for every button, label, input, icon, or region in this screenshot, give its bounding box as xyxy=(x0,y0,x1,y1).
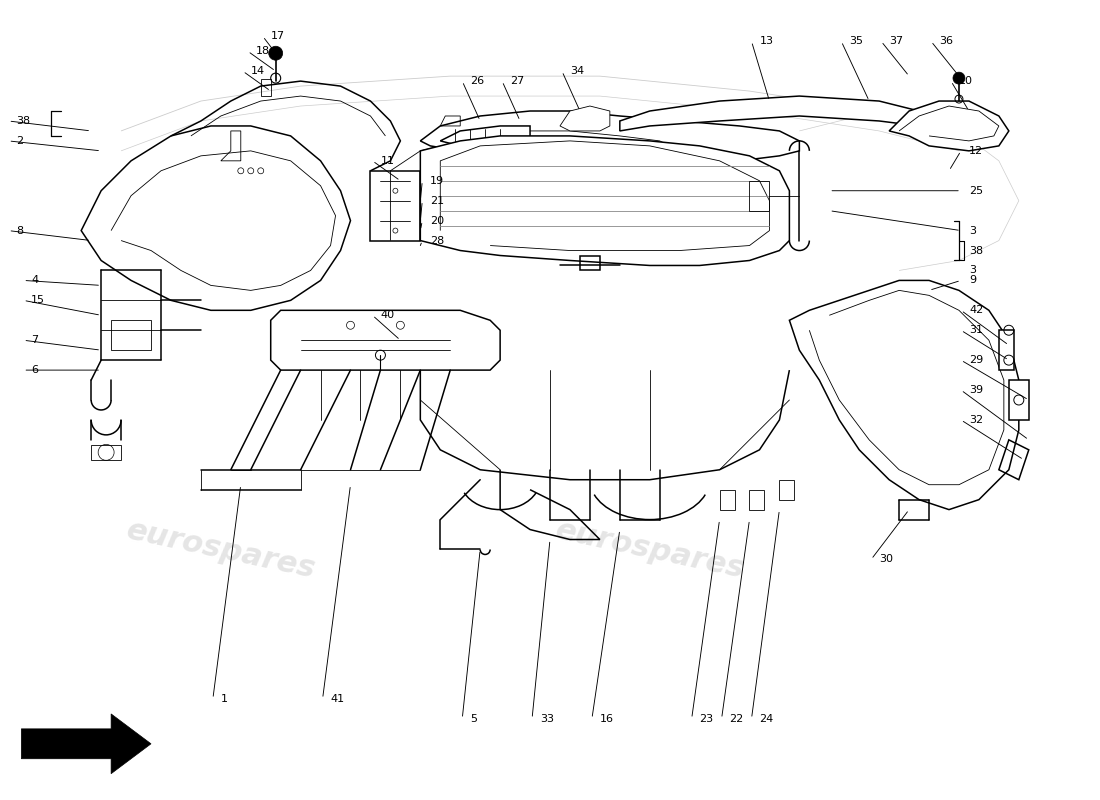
Text: 26: 26 xyxy=(470,76,484,86)
Text: 11: 11 xyxy=(381,156,395,166)
Text: 3: 3 xyxy=(969,226,976,235)
Text: 19: 19 xyxy=(430,176,444,186)
Polygon shape xyxy=(560,106,609,131)
Text: 25: 25 xyxy=(969,186,983,196)
Text: 10: 10 xyxy=(959,76,974,86)
Circle shape xyxy=(268,46,283,60)
Text: 31: 31 xyxy=(969,326,983,335)
Polygon shape xyxy=(21,714,151,774)
Text: 35: 35 xyxy=(849,36,864,46)
Text: eurospares: eurospares xyxy=(123,515,318,584)
Text: 14: 14 xyxy=(251,66,265,76)
Text: 16: 16 xyxy=(600,714,614,724)
Text: 37: 37 xyxy=(889,36,903,46)
Text: 21: 21 xyxy=(430,196,444,206)
Text: 15: 15 xyxy=(31,295,45,306)
Text: 22: 22 xyxy=(729,714,744,724)
Text: 1: 1 xyxy=(221,694,228,704)
Text: 28: 28 xyxy=(430,235,444,246)
Text: 9: 9 xyxy=(969,275,976,286)
Polygon shape xyxy=(420,136,790,266)
Text: 34: 34 xyxy=(570,66,584,76)
Text: 12: 12 xyxy=(969,146,983,156)
Text: 33: 33 xyxy=(540,714,554,724)
Text: 30: 30 xyxy=(879,554,893,565)
Text: 6: 6 xyxy=(31,365,38,375)
Text: 29: 29 xyxy=(969,355,983,365)
Circle shape xyxy=(953,72,965,84)
Text: 17: 17 xyxy=(271,31,285,42)
Text: 38: 38 xyxy=(969,246,983,255)
Text: 41: 41 xyxy=(331,694,344,704)
Text: 2: 2 xyxy=(16,136,23,146)
Polygon shape xyxy=(889,101,1009,151)
Text: 7: 7 xyxy=(31,335,38,346)
Text: 5: 5 xyxy=(470,714,477,724)
Text: 36: 36 xyxy=(939,36,953,46)
Text: 40: 40 xyxy=(381,310,395,320)
Polygon shape xyxy=(790,281,1019,510)
Text: 3: 3 xyxy=(969,266,976,275)
Text: 4: 4 xyxy=(31,275,38,286)
Text: 32: 32 xyxy=(969,415,983,425)
Text: 42: 42 xyxy=(969,306,983,315)
Polygon shape xyxy=(1009,380,1028,420)
Polygon shape xyxy=(440,131,680,161)
Polygon shape xyxy=(81,126,351,310)
Text: 20: 20 xyxy=(430,216,444,226)
Polygon shape xyxy=(371,170,420,241)
Text: 8: 8 xyxy=(16,226,23,235)
Text: 18: 18 xyxy=(255,46,270,56)
Polygon shape xyxy=(271,310,501,370)
Text: 39: 39 xyxy=(969,385,983,395)
Text: 24: 24 xyxy=(759,714,773,724)
Polygon shape xyxy=(440,126,530,146)
Text: 23: 23 xyxy=(700,714,714,724)
Polygon shape xyxy=(619,96,949,131)
Polygon shape xyxy=(999,330,1014,370)
Text: 27: 27 xyxy=(510,76,525,86)
Text: eurospares: eurospares xyxy=(552,515,747,584)
Text: 38: 38 xyxy=(16,116,31,126)
Polygon shape xyxy=(420,111,800,166)
Text: 13: 13 xyxy=(759,36,773,46)
